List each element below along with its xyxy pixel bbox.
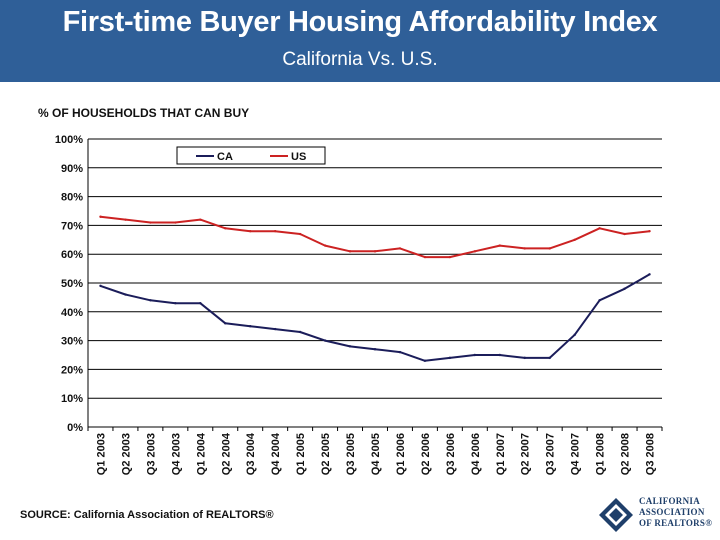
x-tick-label: Q3 2008 bbox=[645, 433, 657, 475]
x-tick-label: Q1 2007 bbox=[495, 433, 507, 475]
y-tick-label: 100% bbox=[55, 134, 83, 146]
logo-line-3: OF REALTORS® bbox=[639, 518, 713, 528]
data-point-us bbox=[224, 227, 227, 230]
x-tick-label: Q3 2003 bbox=[145, 433, 157, 475]
x-tick-label: Q2 2004 bbox=[220, 432, 232, 475]
data-point-us bbox=[448, 255, 452, 259]
data-point-ca bbox=[448, 356, 452, 360]
x-tick-label: Q2 2003 bbox=[120, 433, 132, 475]
data-point-ca bbox=[99, 284, 102, 288]
series-line-ca bbox=[100, 273, 651, 362]
car-logo: CALIFORNIA ASSOCIATION OF REALTORS® bbox=[598, 495, 714, 535]
data-point-us bbox=[323, 244, 327, 247]
data-point-ca bbox=[573, 333, 576, 337]
data-point-ca bbox=[149, 299, 152, 302]
data-point-us bbox=[623, 232, 626, 236]
source-note: SOURCE: California Association of REALTO… bbox=[20, 509, 274, 521]
data-point-ca bbox=[398, 350, 402, 354]
data-point-us bbox=[124, 218, 127, 221]
data-point-us bbox=[473, 250, 477, 253]
x-tick-label: Q2 2007 bbox=[520, 433, 532, 475]
x-tick-label: Q4 2007 bbox=[570, 433, 582, 475]
x-tick-label: Q1 2008 bbox=[595, 433, 607, 475]
page-title: First-time Buyer Housing Affordability I… bbox=[62, 6, 658, 38]
x-tick-label: Q3 2006 bbox=[445, 433, 457, 475]
data-point-ca bbox=[174, 301, 177, 305]
data-point-us bbox=[99, 215, 102, 218]
data-point-ca bbox=[498, 353, 501, 357]
data-point-us bbox=[273, 229, 277, 233]
data-point-us bbox=[523, 247, 526, 250]
data-point-us bbox=[548, 247, 551, 250]
logo-line-1: CALIFORNIA bbox=[639, 496, 701, 506]
data-point-ca bbox=[249, 325, 252, 328]
data-point-ca bbox=[348, 345, 352, 348]
car-logo-text: CALIFORNIA ASSOCIATION OF REALTORS® bbox=[639, 496, 712, 529]
data-point-ca bbox=[273, 327, 277, 331]
data-point-ca bbox=[523, 356, 526, 360]
data-point-us bbox=[149, 221, 152, 224]
data-point-ca bbox=[298, 330, 302, 334]
x-tick-label: Q3 2007 bbox=[545, 433, 557, 475]
data-point-us bbox=[648, 229, 651, 233]
x-tick-label: Q2 2008 bbox=[620, 433, 632, 475]
data-point-us bbox=[174, 221, 177, 224]
x-tick-label: Q4 2003 bbox=[170, 433, 182, 475]
data-point-us bbox=[423, 255, 427, 259]
data-point-ca bbox=[224, 322, 227, 325]
data-point-ca bbox=[548, 356, 551, 360]
x-tick-label: Q3 2004 bbox=[245, 432, 257, 475]
y-tick-label: 70% bbox=[61, 220, 83, 232]
x-tick-label: Q1 2005 bbox=[295, 433, 307, 475]
line-chart: 0% 10% 20% 30% 40% 50% 60% 70% 80% 90% 100% Q1 2003… bbox=[55, 134, 663, 475]
y-tick-label: 0% bbox=[67, 422, 83, 434]
data-point-ca bbox=[199, 301, 202, 305]
data-point-us bbox=[398, 247, 402, 250]
y-axis-label: % OF HOUSEHOLDS THAT CAN BUY bbox=[38, 106, 250, 120]
legend-label-us: US bbox=[291, 151, 306, 163]
data-point-us bbox=[199, 218, 202, 221]
data-point-us bbox=[498, 244, 501, 247]
car-logo-icon bbox=[599, 498, 633, 532]
x-tick-label: Q2 2006 bbox=[420, 433, 432, 475]
x-tick-label: Q1 2004 bbox=[195, 432, 207, 475]
y-tick-label: 80% bbox=[61, 192, 83, 204]
y-tick-label: 90% bbox=[61, 163, 83, 175]
data-point-us bbox=[373, 250, 377, 253]
x-tick-label: Q4 2006 bbox=[470, 433, 482, 475]
legend-label-ca: CA bbox=[217, 151, 233, 163]
data-point-ca bbox=[648, 273, 651, 276]
y-tick-label: 20% bbox=[61, 364, 83, 376]
data-point-us bbox=[573, 238, 576, 241]
logo-line-2: ASSOCIATION bbox=[639, 507, 705, 517]
x-tick-label: Q4 2004 bbox=[270, 432, 282, 475]
data-point-ca bbox=[373, 348, 377, 351]
data-point-ca bbox=[124, 293, 127, 296]
data-point-ca bbox=[423, 359, 427, 362]
y-tick-label: 60% bbox=[61, 249, 83, 261]
y-tick-label: 50% bbox=[61, 278, 83, 290]
x-tick-label: Q2 2005 bbox=[320, 433, 332, 475]
y-tick-label: 30% bbox=[61, 336, 83, 348]
y-tick-label: 10% bbox=[61, 393, 83, 405]
data-point-ca bbox=[473, 353, 477, 357]
data-point-us bbox=[348, 250, 352, 253]
data-point-us bbox=[598, 227, 601, 230]
data-point-us bbox=[249, 229, 252, 233]
page-subtitle: California Vs. U.S. bbox=[282, 49, 438, 70]
legend-box bbox=[176, 146, 326, 165]
x-tick-label: Q4 2005 bbox=[370, 433, 382, 475]
header-banner: First-time Buyer Housing Affordability I… bbox=[0, 0, 720, 82]
x-tick-label: Q3 2005 bbox=[345, 433, 357, 475]
x-tick-label: Q1 2003 bbox=[95, 433, 107, 475]
data-point-ca bbox=[598, 299, 601, 302]
data-point-ca bbox=[623, 287, 626, 290]
x-tick-label: Q1 2006 bbox=[395, 433, 407, 475]
data-point-ca bbox=[323, 339, 327, 342]
y-tick-label: 40% bbox=[61, 307, 83, 319]
data-point-us bbox=[298, 232, 302, 236]
